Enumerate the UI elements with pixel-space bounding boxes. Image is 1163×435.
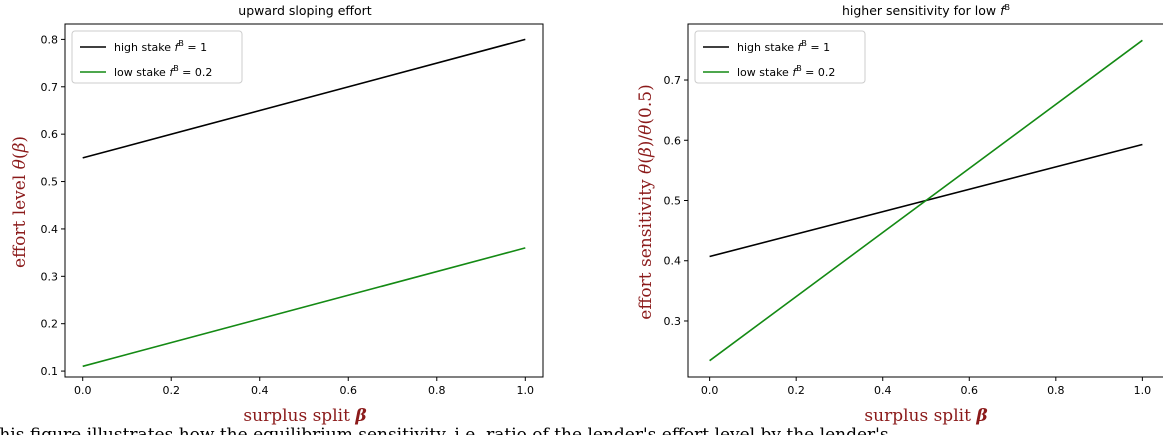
x-tick-label: 0.6 bbox=[340, 384, 358, 397]
x-tick-label: 0.8 bbox=[1047, 384, 1065, 397]
chart-higher-sensitivity: higher sensitivity for low fB 0.0 0.2 0.4 0… bbox=[636, 3, 1163, 426]
y-tick-label: 0.1 bbox=[41, 365, 59, 378]
chart-title: upward sloping effort bbox=[238, 3, 372, 18]
y-axis: 0.3 0.4 0.5 0.6 0.7 bbox=[664, 74, 688, 328]
series-line-low-stake bbox=[82, 247, 526, 368]
x-axis: 0.0 0.2 0.4 0.6 0.8 1.0 bbox=[74, 377, 534, 397]
y-tick-label: 0.5 bbox=[664, 195, 682, 208]
legend-entry-low: low stake fB = 0.2 bbox=[114, 64, 212, 79]
y-axis-label: effort sensitivity θ(β)/θ(0.5) bbox=[636, 84, 656, 319]
legend: high stake fB = 1 low stake fB = 0.2 bbox=[694, 30, 866, 84]
legend: high stake fB = 1 low stake fB = 0.2 bbox=[71, 30, 243, 84]
legend-entry-low: low stake fB = 0.2 bbox=[737, 64, 835, 79]
y-tick-label: 0.8 bbox=[41, 33, 59, 46]
x-tick-label: 1.0 bbox=[1134, 384, 1152, 397]
x-axis-label: surplus split β bbox=[864, 406, 987, 426]
x-tick-label: 0.6 bbox=[961, 384, 979, 397]
legend-box bbox=[71, 30, 243, 84]
y-tick-label: 0.2 bbox=[41, 318, 59, 331]
x-tick-label: 0.2 bbox=[162, 384, 180, 397]
chart-upward-sloping-effort: upward sloping effort 0.0 0.2 0.4 0.6 0.8 1.0… bbox=[10, 3, 544, 426]
y-tick-label: 0.4 bbox=[41, 223, 59, 236]
series-line-high-stake bbox=[82, 38, 526, 159]
series-lines bbox=[82, 38, 526, 368]
y-tick-label: 0.3 bbox=[41, 270, 59, 283]
x-tick-label: 0.0 bbox=[74, 384, 92, 397]
legend-entry-high: high stake fB = 1 bbox=[114, 39, 207, 54]
x-axis: 0.0 0.2 0.4 0.6 0.8 1.0 bbox=[701, 377, 1151, 397]
y-tick-label: 0.7 bbox=[41, 81, 59, 94]
series-lines bbox=[709, 39, 1143, 362]
y-axis-label: effort level θ(β) bbox=[10, 136, 30, 268]
series-line-low-stake bbox=[709, 39, 1143, 362]
y-tick-label: 0.7 bbox=[664, 74, 682, 87]
x-tick-label: 0.4 bbox=[251, 384, 269, 397]
plot-frame bbox=[64, 23, 544, 378]
x-tick-label: 1.0 bbox=[517, 384, 535, 397]
x-tick-label: 0.8 bbox=[428, 384, 446, 397]
y-tick-label: 0.3 bbox=[664, 315, 682, 328]
figure-caption: This figure illustrates how the equilibr… bbox=[0, 425, 889, 435]
y-tick-label: 0.6 bbox=[41, 128, 59, 141]
legend-box bbox=[694, 30, 866, 84]
chart-title: higher sensitivity for low fB bbox=[842, 3, 1010, 18]
x-tick-label: 0.4 bbox=[874, 384, 892, 397]
legend-entry-high: high stake fB = 1 bbox=[737, 39, 830, 54]
x-tick-label: 0.0 bbox=[701, 384, 719, 397]
y-tick-label: 0.6 bbox=[664, 134, 682, 147]
x-axis-label: surplus split β bbox=[243, 406, 366, 426]
x-tick-label: 0.2 bbox=[787, 384, 805, 397]
y-tick-label: 0.4 bbox=[664, 255, 682, 268]
y-axis: 0.1 0.2 0.3 0.4 0.5 0.6 0.7 0.8 bbox=[41, 33, 65, 378]
y-tick-label: 0.5 bbox=[41, 176, 59, 189]
